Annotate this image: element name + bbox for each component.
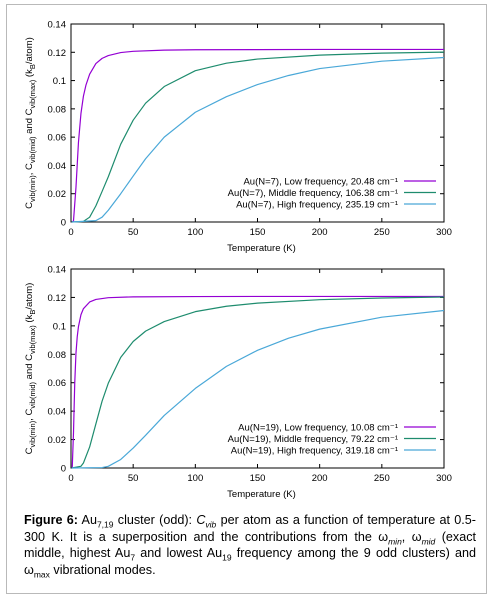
x-axis-label: Temperature (K) xyxy=(227,489,296,500)
y-tick-label: 0.06 xyxy=(48,378,67,389)
y-tick-label: 0.12 xyxy=(48,293,67,304)
y-axis-label-part: , C xyxy=(24,163,35,175)
caption-segment: mid xyxy=(421,536,436,547)
y-axis-label-part: and C xyxy=(24,108,35,136)
x-tick-label: 100 xyxy=(187,227,203,238)
series-line-low xyxy=(71,48,444,223)
series-line-mid xyxy=(71,51,445,223)
x-tick-label: 50 xyxy=(128,227,139,238)
caption-segment: and lowest Au xyxy=(135,546,223,560)
y-axis-label-part: and C xyxy=(24,354,35,382)
caption-segment: C xyxy=(196,513,206,527)
legend-label: Au(N=7), Middle frequency, 106.38 cm⁻¹ xyxy=(228,188,398,199)
y-axis-label-part: (k xyxy=(24,69,35,80)
caption-segment: cluster (odd): xyxy=(113,513,197,527)
y-tick-label: 0.06 xyxy=(48,133,67,144)
caption-body: Au7,19 cluster (odd): Cvib per atom as a… xyxy=(24,513,476,580)
y-tick-label: 0.04 xyxy=(48,161,67,172)
legend-label: Au(N=19), Low frequency, 10.08 cm⁻¹ xyxy=(238,423,398,434)
caption-segment: 7,19 xyxy=(96,519,114,530)
x-tick-label: 250 xyxy=(374,473,390,484)
y-axis-label-sub: vib(min) xyxy=(28,420,37,447)
y-tick-label: 0 xyxy=(61,218,66,229)
x-tick-label: 300 xyxy=(436,473,452,484)
y-tick-label: 0.02 xyxy=(48,189,67,200)
x-tick-label: 100 xyxy=(187,473,203,484)
caption-segment: 7 xyxy=(130,552,136,563)
caption-segment: (exact middle, highest Au xyxy=(24,529,476,561)
y-axis-label-part: /atom) xyxy=(24,283,35,310)
x-axis-label: Temperature (K) xyxy=(227,243,296,254)
series-line-high xyxy=(71,309,445,469)
x-tick-label: 200 xyxy=(312,227,328,238)
y-axis-label-part: (k xyxy=(24,314,35,325)
y-tick-label: 0.14 xyxy=(48,265,67,276)
legend-label: Au(N=19), High frequency, 319.18 cm⁻¹ xyxy=(231,446,398,457)
y-axis-label-part: C xyxy=(24,447,35,454)
y-axis-label-sub: vib(min) xyxy=(28,175,37,202)
y-tick-label: 0 xyxy=(61,464,66,475)
y-axis-label-sub: vib(mid) xyxy=(28,381,37,408)
y-axis-label-sub: B xyxy=(28,64,37,69)
legend-label: Au(N=19), Middle frequency, 79.22 cm⁻¹ xyxy=(228,434,398,445)
y-tick-label: 0.04 xyxy=(48,407,67,418)
series-line-mid xyxy=(71,296,445,469)
y-tick-label: 0.12 xyxy=(48,48,67,59)
chart-bottom: 0 50 100 150 200 250 300 0 0.02 0.04 0.06 0.08 0.1 0.… xyxy=(24,265,452,501)
caption-segment: frequency among the 9 odd clusters) and … xyxy=(24,546,476,577)
y-tick-label: 0.14 xyxy=(48,20,67,31)
caption-segment: per atom as a function of temperature at… xyxy=(24,513,476,544)
caption-segment: , ω xyxy=(401,529,422,544)
figure-frame xyxy=(6,4,487,594)
y-axis-label: Cvib(min), Cvib(mid) and Cvib(max) (kB/a… xyxy=(24,283,37,455)
y-tick-label: 0.08 xyxy=(48,104,67,115)
y-axis-label-part: /atom) xyxy=(24,37,35,64)
legend-label: Au(N=7), Low frequency, 20.48 cm⁻¹ xyxy=(243,177,398,188)
caption-segment: Au xyxy=(77,513,97,527)
chart-top: 0 50 100 150 200 250 300 0 0.02 0.04 0.06 0.08 0.1 0.… xyxy=(24,20,452,255)
x-tick-label: 250 xyxy=(374,227,390,238)
x-tick-label: 300 xyxy=(436,227,452,238)
caption-segment: min xyxy=(388,536,402,547)
x-tick-label: 0 xyxy=(68,473,73,484)
y-axis-label-sub: B xyxy=(28,310,37,315)
x-tick-label: 150 xyxy=(250,227,266,238)
y-axis-label-part: , C xyxy=(24,408,35,420)
y-tick-label: 0.02 xyxy=(48,435,67,446)
figure-caption: Figure 6: Au7,19 cluster (odd): Cvib per… xyxy=(24,512,476,578)
y-tick-label: 0.1 xyxy=(53,76,66,87)
y-axis-label-sub: vib(mid) xyxy=(28,136,37,163)
y-tick-label: 0.08 xyxy=(48,350,67,361)
y-axis-label-part: C xyxy=(24,202,35,209)
x-tick-label: 0 xyxy=(68,227,73,238)
x-tick-label: 200 xyxy=(312,473,328,484)
caption-segment: vib xyxy=(205,519,217,530)
legend-label: Au(N=7), High frequency, 235.19 cm⁻¹ xyxy=(236,200,398,211)
x-tick-label: 150 xyxy=(250,473,266,484)
y-axis-label: Cvib(min), Cvib(mid) and Cvib(max) (kB/a… xyxy=(24,37,37,209)
caption-segment: 19 xyxy=(222,552,232,563)
series-line-low xyxy=(71,295,444,469)
y-axis-label-sub: vib(max) xyxy=(28,79,37,108)
figure-label: Figure 6: xyxy=(24,513,78,527)
y-axis-label-sub: vib(max) xyxy=(28,325,37,354)
caption-segment: vibrational modes. xyxy=(49,562,156,577)
x-tick-label: 50 xyxy=(128,473,139,484)
y-tick-label: 0.1 xyxy=(53,321,66,332)
series-line-high xyxy=(71,56,445,223)
caption-segment: max xyxy=(33,569,50,580)
